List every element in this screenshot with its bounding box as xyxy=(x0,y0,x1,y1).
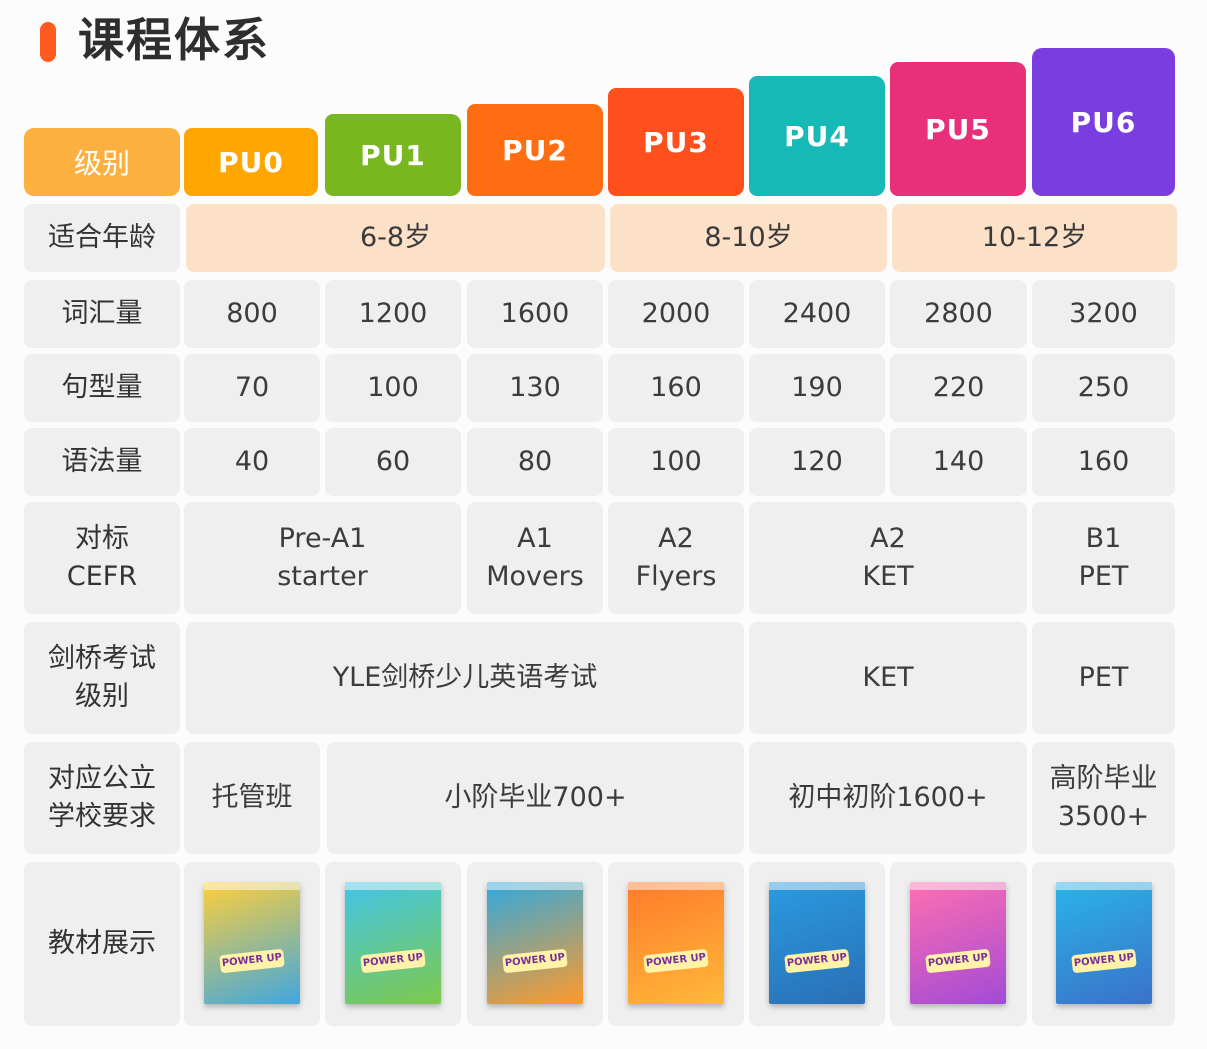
book-cover-pu3: POWER UP xyxy=(628,882,724,1004)
sentence-cell: 160 xyxy=(608,354,744,422)
cefr-cell: A1 Movers xyxy=(467,502,603,614)
age-row-label: 适合年龄 xyxy=(24,204,180,272)
grammar-cell: 40 xyxy=(184,428,320,496)
vocab-cell: 2400 xyxy=(749,280,885,348)
vocab-cell: 2000 xyxy=(608,280,744,348)
grammar-row-label: 语法量 xyxy=(24,428,180,496)
cefr-cell: A2 Flyers xyxy=(608,502,744,614)
book-logo: POWER UP xyxy=(925,948,991,974)
exam-cell: PET xyxy=(1032,622,1175,734)
exam-cell: YLE剑桥少儿英语考试 xyxy=(186,622,744,734)
vocab-row-label: 词汇量 xyxy=(24,280,180,348)
cefr-cell: B1 PET xyxy=(1032,502,1175,614)
grammar-cell: 80 xyxy=(467,428,603,496)
page-title: 课程体系 xyxy=(78,13,270,67)
book-cover-pu2: POWER UP xyxy=(487,882,583,1004)
vocab-cell: 3200 xyxy=(1032,280,1175,348)
school-row-label: 对应公立 学校要求 xyxy=(24,742,180,854)
school-cell: 小阶毕业700+ xyxy=(327,742,744,854)
sentence-cell: 70 xyxy=(184,354,320,422)
title-accent-bar xyxy=(40,22,56,62)
school-cell: 高阶毕业 3500+ xyxy=(1032,742,1175,854)
level-pu4: PU4 xyxy=(749,76,885,196)
grammar-cell: 160 xyxy=(1032,428,1175,496)
book-logo: POWER UP xyxy=(360,948,426,974)
vocab-cell: 1600 xyxy=(467,280,603,348)
book-cover-pu0: POWER UP xyxy=(204,882,300,1004)
level-pu3: PU3 xyxy=(608,88,744,196)
level-pu0: PU0 xyxy=(184,128,318,196)
grammar-cell: 100 xyxy=(608,428,744,496)
level-pu2: PU2 xyxy=(467,104,603,196)
book-cover-pu1: POWER UP xyxy=(345,882,441,1004)
book-logo: POWER UP xyxy=(219,948,285,974)
age-cell: 10-12岁 xyxy=(892,204,1177,272)
sentence-row-label: 句型量 xyxy=(24,354,180,422)
cefr-row-label: 对标 CEFR xyxy=(24,502,180,614)
school-cell: 托管班 xyxy=(184,742,320,854)
vocab-cell: 800 xyxy=(184,280,320,348)
school-cell: 初中初阶1600+ xyxy=(749,742,1027,854)
exam-cell: KET xyxy=(749,622,1027,734)
book-logo: POWER UP xyxy=(1071,948,1137,974)
book-cover-pu6: POWER UP xyxy=(1056,882,1152,1004)
grammar-cell: 120 xyxy=(749,428,885,496)
book-logo: POWER UP xyxy=(643,948,709,974)
level-pu5: PU5 xyxy=(890,62,1026,196)
age-cell: 6-8岁 xyxy=(186,204,605,272)
sentence-cell: 130 xyxy=(467,354,603,422)
grammar-cell: 140 xyxy=(890,428,1027,496)
book-cover-pu4: POWER UP xyxy=(769,882,865,1004)
level-pu6: PU6 xyxy=(1032,48,1175,196)
cefr-cell: Pre-A1 starter xyxy=(184,502,461,614)
age-cell: 8-10岁 xyxy=(610,204,887,272)
sentence-cell: 250 xyxy=(1032,354,1175,422)
vocab-cell: 1200 xyxy=(325,280,461,348)
cefr-cell: A2 KET xyxy=(749,502,1027,614)
book-logo: POWER UP xyxy=(502,948,568,974)
sentence-cell: 190 xyxy=(749,354,885,422)
books-row-label: 教材展示 xyxy=(24,862,180,1026)
level-row-label: 级别 xyxy=(24,128,180,196)
level-pu1: PU1 xyxy=(325,114,461,196)
book-logo: POWER UP xyxy=(784,948,850,974)
sentence-cell: 100 xyxy=(325,354,461,422)
vocab-cell: 2800 xyxy=(890,280,1027,348)
book-cover-pu5: POWER UP xyxy=(910,882,1006,1004)
exam-row-label: 剑桥考试 级别 xyxy=(24,622,180,734)
grammar-cell: 60 xyxy=(325,428,461,496)
sentence-cell: 220 xyxy=(890,354,1027,422)
